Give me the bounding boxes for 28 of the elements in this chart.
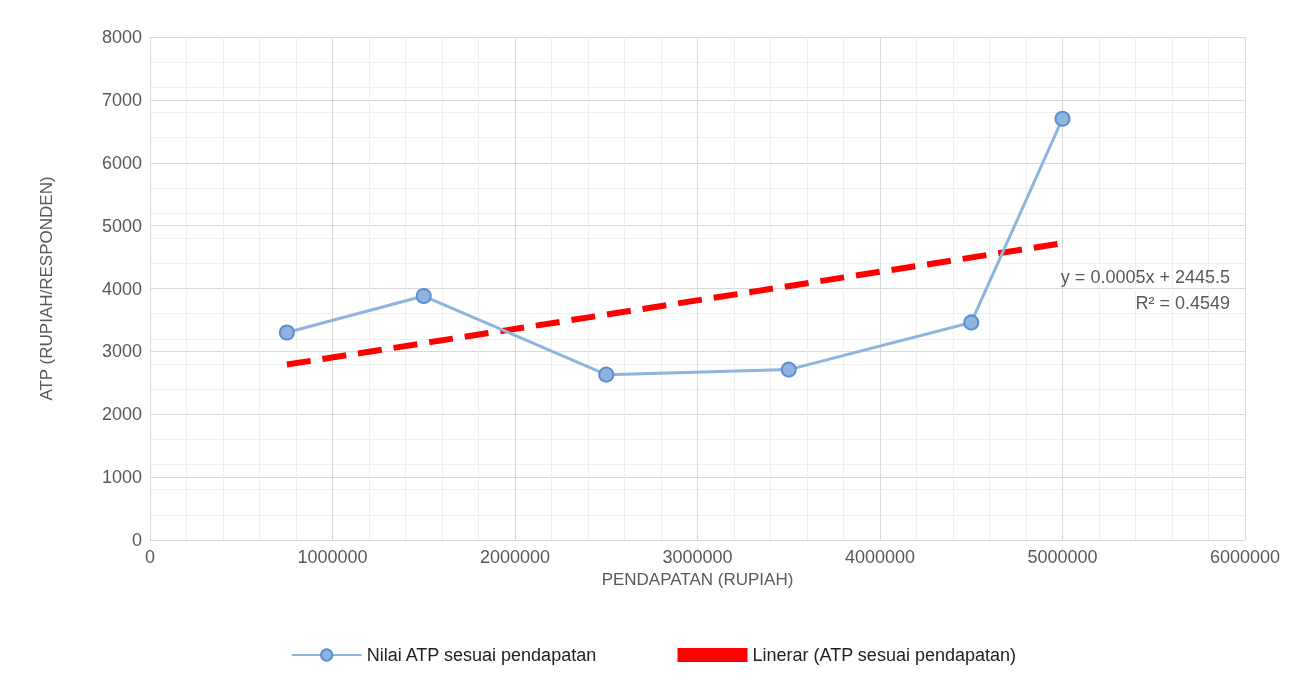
point xyxy=(963,314,980,331)
legend-label: Nilai ATP sesuai pendapatan xyxy=(366,645,597,665)
x-tick-label: 5000000 xyxy=(1027,547,1098,567)
y-tick-label: 6000 xyxy=(101,152,142,173)
x-tick-label: 3000000 xyxy=(662,547,733,567)
y-tick-label: 5000 xyxy=(101,215,142,236)
y-tick-label: 8000 xyxy=(101,27,142,47)
annotation: R² = 0.4549 xyxy=(1135,293,1230,314)
x-axis-title: PENDAPATAN (RUPIAH) xyxy=(601,569,794,589)
y-tick-label: 4000 xyxy=(101,278,142,299)
x-tick-label: 6000000 xyxy=(1209,547,1281,567)
y-axis-title: ATP (RUPIAH/RESPONDEN) xyxy=(37,176,56,401)
y-tick-label: 0 xyxy=(131,530,142,550)
point xyxy=(415,288,432,305)
x-tick-label: 1000000 xyxy=(297,547,368,567)
point xyxy=(780,361,797,378)
x-tick-label: 2000000 xyxy=(479,547,551,567)
legend-label: Linerar (ATP sesuai pendapatan) xyxy=(752,645,1016,665)
annotation: y = 0.0005x + 2445.5 xyxy=(1060,267,1230,288)
y-tick-label: 3000 xyxy=(101,341,142,362)
y-tick-label: 7000 xyxy=(101,89,142,110)
y-tick-label: 1000 xyxy=(101,467,142,488)
point xyxy=(598,366,615,383)
point xyxy=(278,324,295,341)
x-tick-label: 0 xyxy=(144,547,156,567)
y-tick-label: 2000 xyxy=(101,404,142,425)
x-tick-label: 4000000 xyxy=(844,547,916,567)
point xyxy=(1054,110,1071,127)
